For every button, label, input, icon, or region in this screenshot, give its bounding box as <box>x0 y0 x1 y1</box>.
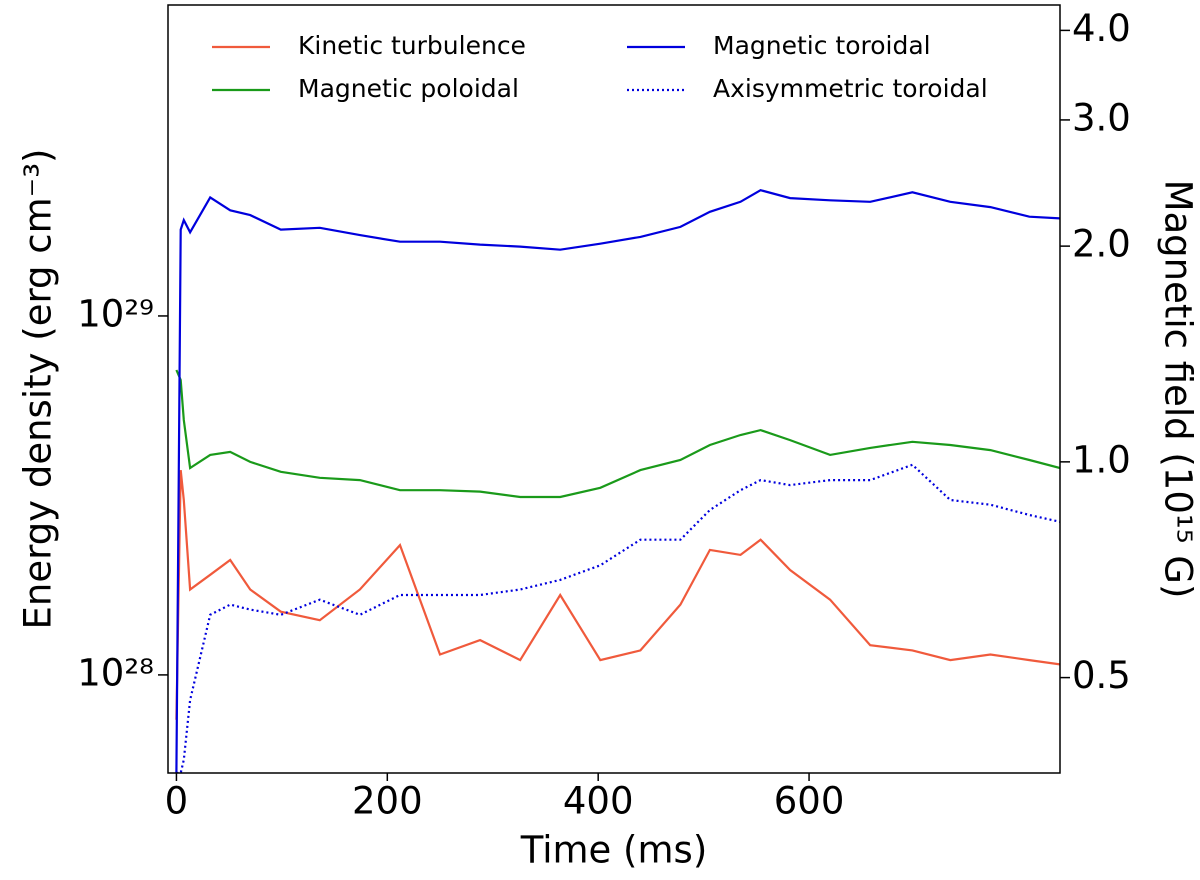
y2-axis-label: Magnetic field (10¹⁵ G) <box>1157 180 1200 599</box>
x-tick-label: 400 <box>563 780 634 823</box>
plot-area <box>175 189 1060 773</box>
y2-tick-label: 0.5 <box>1072 654 1131 697</box>
y-axis-label: Energy density (erg cm⁻³) <box>17 149 60 630</box>
x-tick-label: 600 <box>774 780 845 823</box>
legend-label: Kinetic turbulence <box>298 31 526 60</box>
x-tick-label: 200 <box>352 780 423 823</box>
legend-label: Magnetic poloidal <box>298 74 519 103</box>
plot-frame <box>167 4 1061 774</box>
legend: Kinetic turbulence Magnetic poloidal Magne… <box>212 31 988 103</box>
legend-label: Axisymmetric toroidal <box>713 74 988 103</box>
y-tick-label: 10²⁸ <box>77 651 154 694</box>
series-line <box>175 189 1060 773</box>
x-tick-label: 0 <box>165 780 189 823</box>
y-tick-label: 10²⁹ <box>77 292 154 335</box>
y2-tick-label: 4.0 <box>1072 7 1131 50</box>
y2-tick-label: 2.0 <box>1072 223 1131 266</box>
series-line <box>176 463 1060 773</box>
y2-tick-label: 1.0 <box>1072 438 1131 481</box>
legend-label: Magnetic toroidal <box>713 31 931 60</box>
series-line <box>175 369 1060 499</box>
x-axis-label: Time (ms) <box>520 829 708 872</box>
y2-tick-label: 3.0 <box>1072 96 1131 139</box>
series-line <box>175 469 1060 720</box>
